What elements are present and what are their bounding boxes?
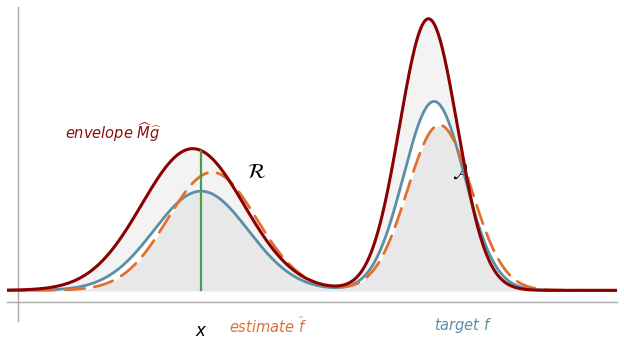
Text: estimate $\widehat{f}$: estimate $\widehat{f}$ — [229, 316, 307, 336]
Text: $\mathcal{A}$: $\mathcal{A}$ — [452, 163, 471, 182]
Text: $x$: $x$ — [195, 322, 207, 340]
Text: $\mathcal{R}$: $\mathcal{R}$ — [247, 163, 266, 182]
Text: envelope $\widehat{M}\widehat{g}$: envelope $\widehat{M}\widehat{g}$ — [65, 120, 162, 144]
Text: target $f$: target $f$ — [434, 316, 492, 335]
